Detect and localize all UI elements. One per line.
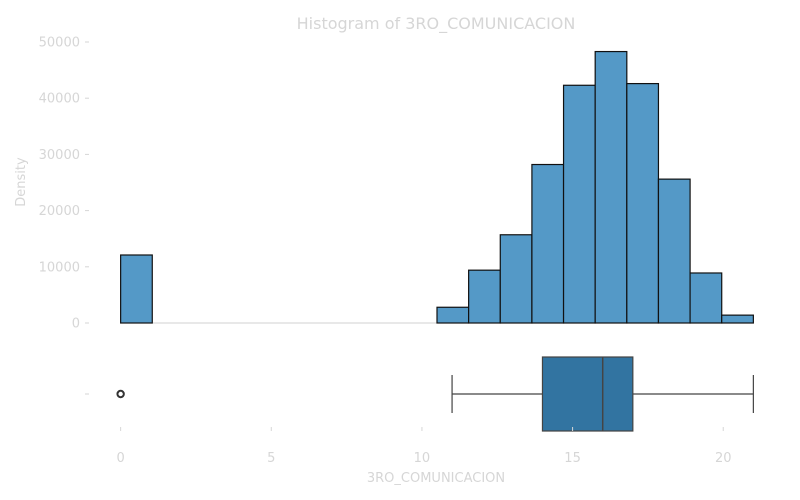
histogram-bar-1 [436,306,470,324]
histogram-bar-5 [562,84,596,324]
boxplot-panel [116,356,754,432]
histogram-bar-3 [499,234,533,324]
x-tick-label-4: 20 [715,451,732,466]
chart-title: Histogram of 3RO_COMUNICACION [297,14,576,34]
y-tick-label-4: 40000 [39,92,80,107]
y-tick-label-5: 50000 [39,36,80,51]
y-axis-label: Density [14,157,29,207]
x-axis-label: 3RO_COMUNICACION [367,471,505,486]
histogram-bar-10 [721,314,754,324]
boxplot-outlier-0 [116,389,125,399]
axes: 0 10000 20000 30000 40000 50000 0 5 10 15 20 [39,36,732,467]
y-tick-label-0: 0 [72,317,80,332]
histogram-bar-2 [468,269,501,324]
x-tick-label-1: 5 [267,451,275,466]
y-tick-label-3: 30000 [39,148,80,163]
x-tick-label-3: 15 [564,451,581,466]
y-tick-label-2: 20000 [39,204,80,219]
y-tick-label-1: 10000 [39,260,80,275]
histogram-bar-9 [689,272,723,324]
histogram-bar-0 [120,254,153,324]
histogram-bar-6 [594,50,628,324]
x-tick-label-0: 0 [116,451,124,466]
boxplot-box [541,356,634,432]
histogram-panel [120,50,754,324]
x-tick-label-2: 10 [414,451,431,466]
histogram-bar-4 [531,163,565,324]
histogram-bar-8 [657,178,691,324]
histogram-bar-7 [626,82,660,324]
